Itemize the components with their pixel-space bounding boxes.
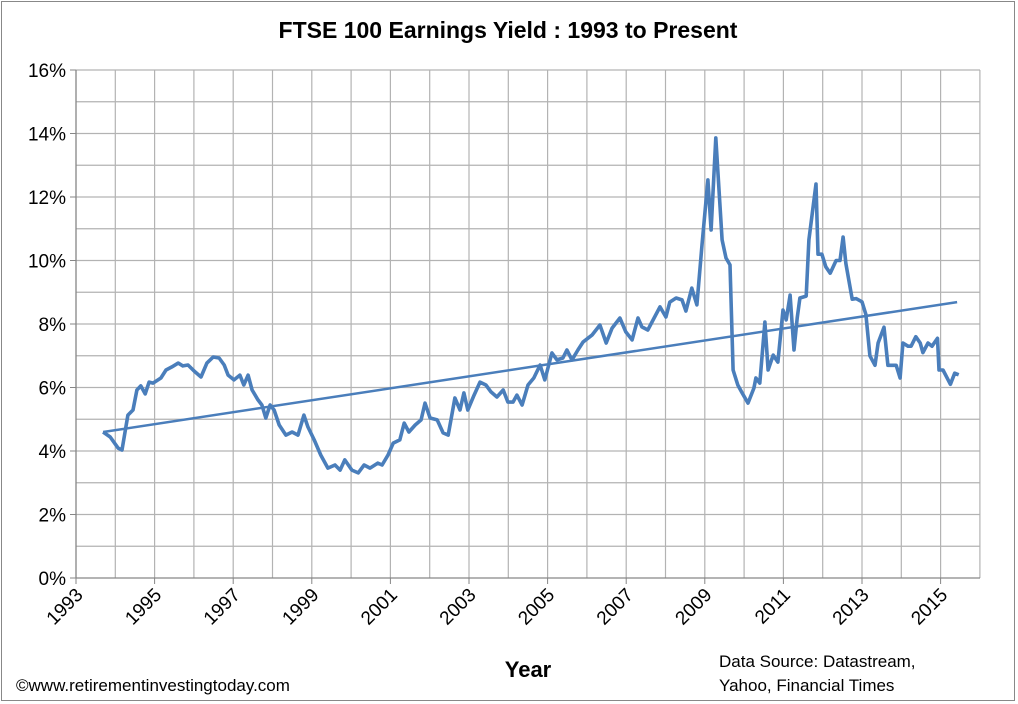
x-tick-label: 2003 — [436, 585, 481, 630]
x-tick-label: 1999 — [279, 585, 324, 630]
chart-title: FTSE 100 Earnings Yield : 1993 to Presen… — [279, 17, 738, 43]
x-tick-label: 2013 — [829, 585, 874, 630]
x-tick-label: 2009 — [672, 585, 717, 630]
x-tick-label: 1993 — [43, 585, 88, 630]
y-tick-label: 8% — [39, 315, 67, 336]
y-tick-label: 6% — [39, 379, 67, 400]
earnings-yield-line — [102, 136, 960, 475]
gridlines — [76, 69, 981, 578]
x-tick-label: 1995 — [121, 585, 166, 630]
x-tick-label: 2015 — [907, 585, 952, 630]
y-tick-label: 12% — [28, 188, 66, 209]
data-source-line1: Data Source: Datastream, — [719, 652, 916, 671]
x-tick-label: 2007 — [593, 585, 638, 630]
tick-labels: 0% 2% 4% 6% 8% 10% 12% 14% 16% 1993 1995 1997 1999 20… — [28, 61, 952, 629]
trendline — [102, 300, 958, 434]
data-source-line2: Yahoo, Financial Times — [719, 676, 895, 695]
y-tick-label: 16% — [28, 61, 66, 82]
copyright-text: ©www.retirementinvestingtoday.com — [16, 676, 290, 695]
x-axis-label: Year — [505, 657, 552, 682]
x-tick-label: 2005 — [514, 585, 559, 630]
series-lines — [102, 136, 960, 475]
x-tick-label: 2001 — [357, 585, 402, 630]
y-tick-label: 14% — [28, 125, 66, 146]
y-tick-label: 4% — [39, 442, 67, 463]
y-tick-label: 2% — [39, 506, 67, 527]
y-tick-label: 0% — [39, 569, 67, 590]
x-tick-label: 1997 — [200, 585, 245, 630]
x-tick-label: 2011 — [751, 585, 795, 629]
y-tick-label: 10% — [28, 252, 66, 273]
axes — [70, 69, 980, 584]
